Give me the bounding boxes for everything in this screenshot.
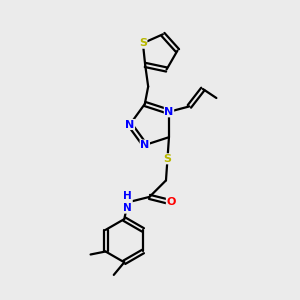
Text: S: S bbox=[164, 154, 172, 164]
Text: O: O bbox=[167, 197, 176, 207]
Text: N: N bbox=[140, 140, 149, 150]
Text: N: N bbox=[125, 119, 134, 130]
Text: S: S bbox=[139, 38, 147, 48]
Text: N: N bbox=[164, 107, 174, 117]
Text: H
N: H N bbox=[124, 191, 132, 213]
